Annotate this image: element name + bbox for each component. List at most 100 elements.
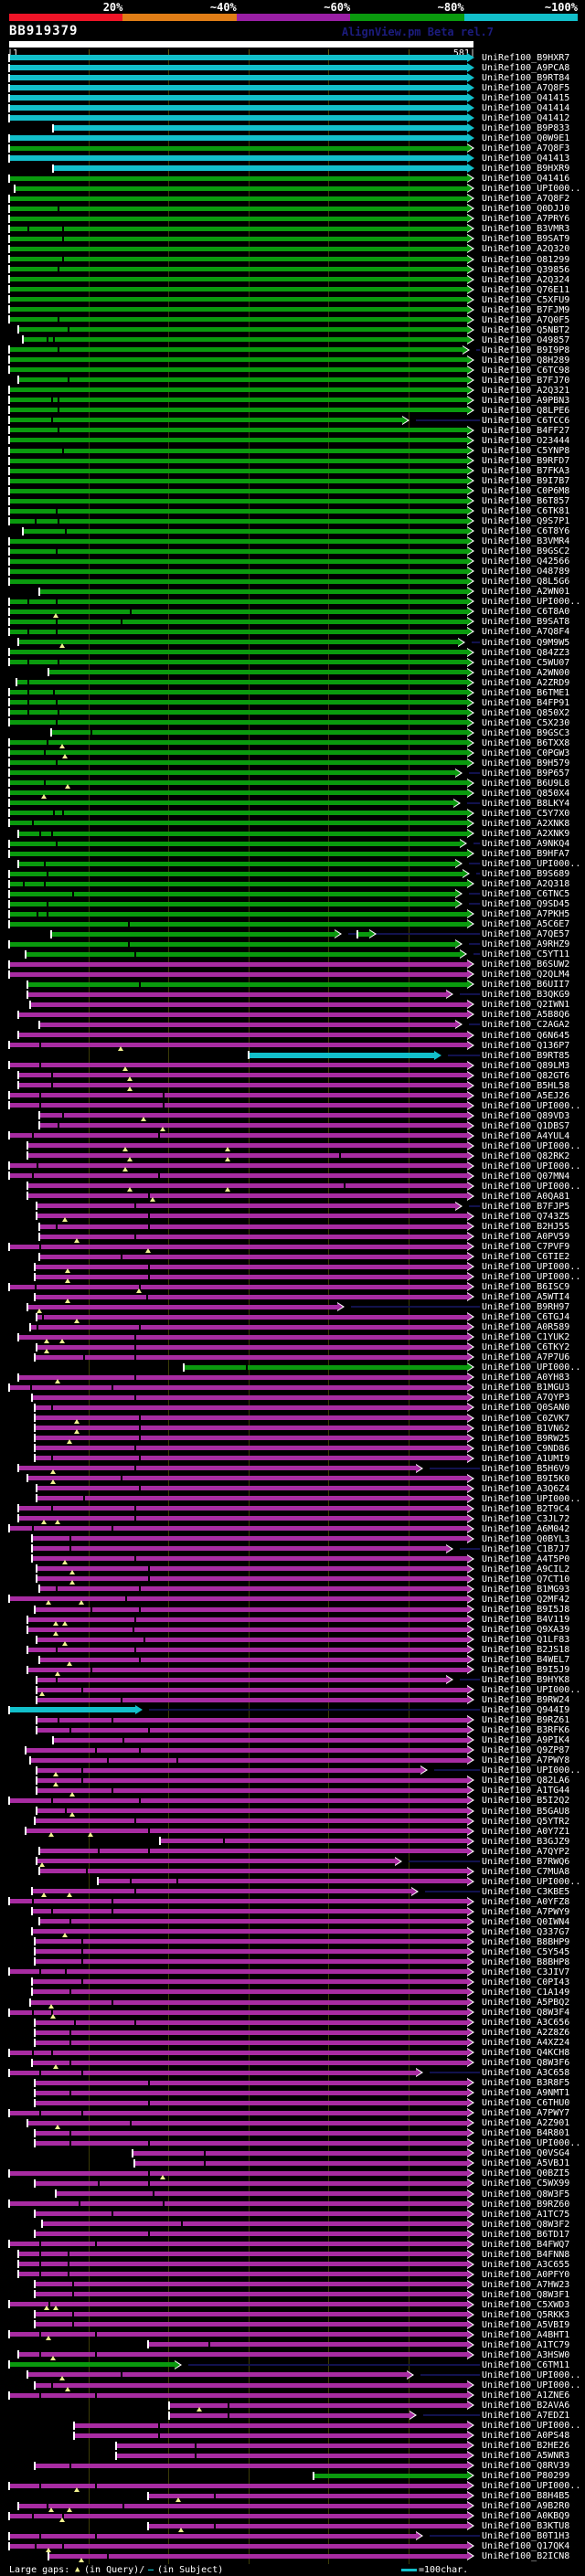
subject-label[interactable]: UniRef100_A5EJ26: [482, 1090, 570, 1101]
subject-label[interactable]: UniRef100_Q2IWN1: [482, 1000, 570, 1011]
subject-label[interactable]: UniRef100_B9SAT9: [482, 234, 570, 245]
subject-label[interactable]: UniRef100_B5I2Q2: [482, 1796, 570, 1807]
subject-label[interactable]: UniRef100_Q9SD45: [482, 899, 570, 910]
subject-label[interactable]: UniRef100_C1YUK2: [482, 1332, 570, 1343]
subject-label[interactable]: UniRef100_Q0IWN4: [482, 1916, 570, 1927]
subject-label[interactable]: UniRef100_B9HXR7: [482, 53, 570, 63]
subject-label[interactable]: UniRef100_B0T1H3: [482, 2531, 570, 2542]
subject-label[interactable]: UniRef100_B9RZ61: [482, 1715, 570, 1726]
subject-label[interactable]: UniRef100_A0PS48: [482, 2431, 570, 2442]
subject-label[interactable]: UniRef100_Q6N645: [482, 1030, 570, 1041]
subject-label[interactable]: UniRef100_Q89VD3: [482, 1110, 570, 1121]
subject-label[interactable]: UniRef100_UPI000..: [482, 2369, 581, 2380]
subject-label[interactable]: UniRef100_B7FJP5: [482, 1201, 570, 1212]
subject-label[interactable]: UniRef100_B1MGU3: [482, 1383, 570, 1394]
subject-label[interactable]: UniRef100_C5XFU9: [482, 294, 570, 305]
subject-label[interactable]: UniRef100_B9HFA7: [482, 849, 570, 860]
subject-label[interactable]: UniRef100_B6T857: [482, 496, 570, 507]
subject-label[interactable]: UniRef100_A5WTI4: [482, 1292, 570, 1303]
subject-label[interactable]: UniRef100_B1MG93: [482, 1584, 570, 1595]
subject-label[interactable]: UniRef100_Q39856: [482, 264, 570, 275]
subject-label[interactable]: UniRef100_Q41413: [482, 154, 570, 164]
subject-label[interactable]: UniRef100_A7Q8F4: [482, 627, 570, 638]
subject-label[interactable]: UniRef100_B4V119: [482, 1615, 570, 1626]
subject-label[interactable]: UniRef100_C0PI43: [482, 1977, 570, 1988]
subject-label[interactable]: UniRef100_Q41415: [482, 93, 570, 104]
subject-label[interactable]: UniRef100_A3C656: [482, 2018, 570, 2029]
subject-label[interactable]: UniRef100_A5PBQ2: [482, 1998, 570, 2009]
subject-label[interactable]: UniRef100_B9RFD7: [482, 456, 570, 467]
subject-label[interactable]: UniRef100_B8LKY4: [482, 798, 570, 809]
subject-label[interactable]: UniRef100_B9RW25: [482, 1433, 570, 1444]
subject-label[interactable]: UniRef100_B6ISC9: [482, 1282, 570, 1293]
subject-label[interactable]: UniRef100_A1UMI9: [482, 1453, 570, 1464]
subject-label[interactable]: UniRef100_A0QA81: [482, 1191, 570, 1202]
subject-label[interactable]: UniRef100_B2AVA6: [482, 2401, 570, 2412]
subject-label[interactable]: UniRef100_B6UII7: [482, 980, 570, 991]
subject-label[interactable]: UniRef100_C6T8A0: [482, 607, 570, 618]
subject-label[interactable]: UniRef100_A7QYP2: [482, 1846, 570, 1857]
subject-label[interactable]: UniRef100_Q850X4: [482, 788, 570, 799]
subject-label[interactable]: UniRef100_UPI000..: [482, 2380, 581, 2390]
subject-label[interactable]: UniRef100_A1TC79: [482, 2339, 570, 2350]
subject-label[interactable]: UniRef100_Q84ZZ3: [482, 647, 570, 658]
subject-label[interactable]: UniRef100_A7EDZ1: [482, 2411, 570, 2422]
subject-label[interactable]: UniRef100_C6T8Y6: [482, 526, 570, 537]
subject-label[interactable]: UniRef100_Q07MN4: [482, 1171, 570, 1182]
subject-label[interactable]: UniRef100_B9I5K0: [482, 1473, 570, 1484]
subject-label[interactable]: UniRef100_A6M042: [482, 1523, 570, 1534]
subject-label[interactable]: UniRef100_A2Z901: [482, 2118, 570, 2129]
subject-label[interactable]: UniRef100_Q89LM3: [482, 1060, 570, 1071]
subject-label[interactable]: UniRef100_B6TXX8: [482, 737, 570, 748]
subject-label[interactable]: UniRef100_A1TG44: [482, 1786, 570, 1797]
subject-label[interactable]: UniRef100_A2Q324: [482, 274, 570, 285]
subject-label[interactable]: UniRef100_B6U9L8: [482, 778, 570, 789]
subject-label[interactable]: UniRef100_B2T9C4: [482, 1503, 570, 1514]
subject-label[interactable]: UniRef100_UPI000..: [482, 1765, 581, 1776]
subject-label[interactable]: UniRef100_A3Q6Z4: [482, 1483, 570, 1494]
subject-label[interactable]: UniRef100_C5YT11: [482, 949, 570, 960]
subject-label[interactable]: UniRef100_B9S689: [482, 869, 570, 880]
subject-label[interactable]: UniRef100_Q41416: [482, 174, 570, 185]
subject-label[interactable]: UniRef100_B4WEL7: [482, 1655, 570, 1666]
subject-label[interactable]: UniRef100_C0P6M8: [482, 486, 570, 497]
subject-label[interactable]: UniRef100_UPI000..: [482, 1876, 581, 1887]
subject-label[interactable]: UniRef100_C6THU0: [482, 2098, 570, 2109]
subject-label[interactable]: UniRef100_B5H6V9: [482, 1463, 570, 1474]
subject-label[interactable]: UniRef100_A9B2R0: [482, 2501, 570, 2512]
subject-label[interactable]: UniRef100_A5C6E7: [482, 919, 570, 930]
subject-label[interactable]: UniRef100_Q76E11: [482, 284, 570, 295]
subject-label[interactable]: UniRef100_B4FF27: [482, 425, 570, 436]
subject-label[interactable]: UniRef100_C5Y7X0: [482, 808, 570, 819]
subject-label[interactable]: UniRef100_C6TC98: [482, 365, 570, 376]
subject-label[interactable]: UniRef100_Q850X2: [482, 707, 570, 718]
subject-label[interactable]: UniRef100_B4FWQ7: [482, 2239, 570, 2250]
subject-label[interactable]: UniRef100_C3JIV7: [482, 1966, 570, 1977]
subject-label[interactable]: UniRef100_UPI000..: [482, 597, 581, 608]
subject-label[interactable]: UniRef100_A5VBJ1: [482, 2158, 570, 2169]
subject-label[interactable]: UniRef100_C6TKY2: [482, 1342, 570, 1353]
subject-label[interactable]: UniRef100_B5GAU8: [482, 1806, 570, 1817]
subject-label[interactable]: UniRef100_B9H579: [482, 758, 570, 769]
subject-label[interactable]: UniRef100_A9PBN3: [482, 395, 570, 406]
subject-label[interactable]: UniRef100_A5VBI9: [482, 2319, 570, 2330]
subject-label[interactable]: UniRef100_UPI000..: [482, 2421, 581, 2432]
subject-label[interactable]: UniRef100_UPI000..: [482, 1262, 581, 1273]
subject-label[interactable]: UniRef100_Q5YTR2: [482, 1816, 570, 1827]
subject-label[interactable]: UniRef100_B4FP91: [482, 697, 570, 708]
subject-label[interactable]: UniRef100_Q2MF42: [482, 1594, 570, 1605]
subject-label[interactable]: UniRef100_UPI000..: [482, 184, 581, 195]
subject-label[interactable]: UniRef100_B8BHP8: [482, 1956, 570, 1967]
subject-label[interactable]: UniRef100_Q944I9: [482, 1705, 570, 1716]
subject-label[interactable]: UniRef100_A3C655: [482, 2259, 570, 2270]
subject-label[interactable]: UniRef100_Q8H289: [482, 355, 570, 366]
subject-label[interactable]: UniRef100_B9I5J9: [482, 1665, 570, 1676]
subject-label[interactable]: UniRef100_A7Q8F3: [482, 143, 570, 154]
subject-label[interactable]: UniRef100_Q8W3F4: [482, 2008, 570, 2019]
subject-label[interactable]: UniRef100_Q8W3F2: [482, 2219, 570, 2230]
subject-label[interactable]: UniRef100_A2Q320: [482, 244, 570, 255]
subject-label[interactable]: UniRef100_UPI000..: [482, 1181, 581, 1192]
subject-label[interactable]: UniRef100_B3R8F5: [482, 2078, 570, 2089]
subject-label[interactable]: UniRef100_B4R801: [482, 2128, 570, 2139]
subject-label[interactable]: UniRef100_A7PWY8: [482, 1755, 570, 1766]
